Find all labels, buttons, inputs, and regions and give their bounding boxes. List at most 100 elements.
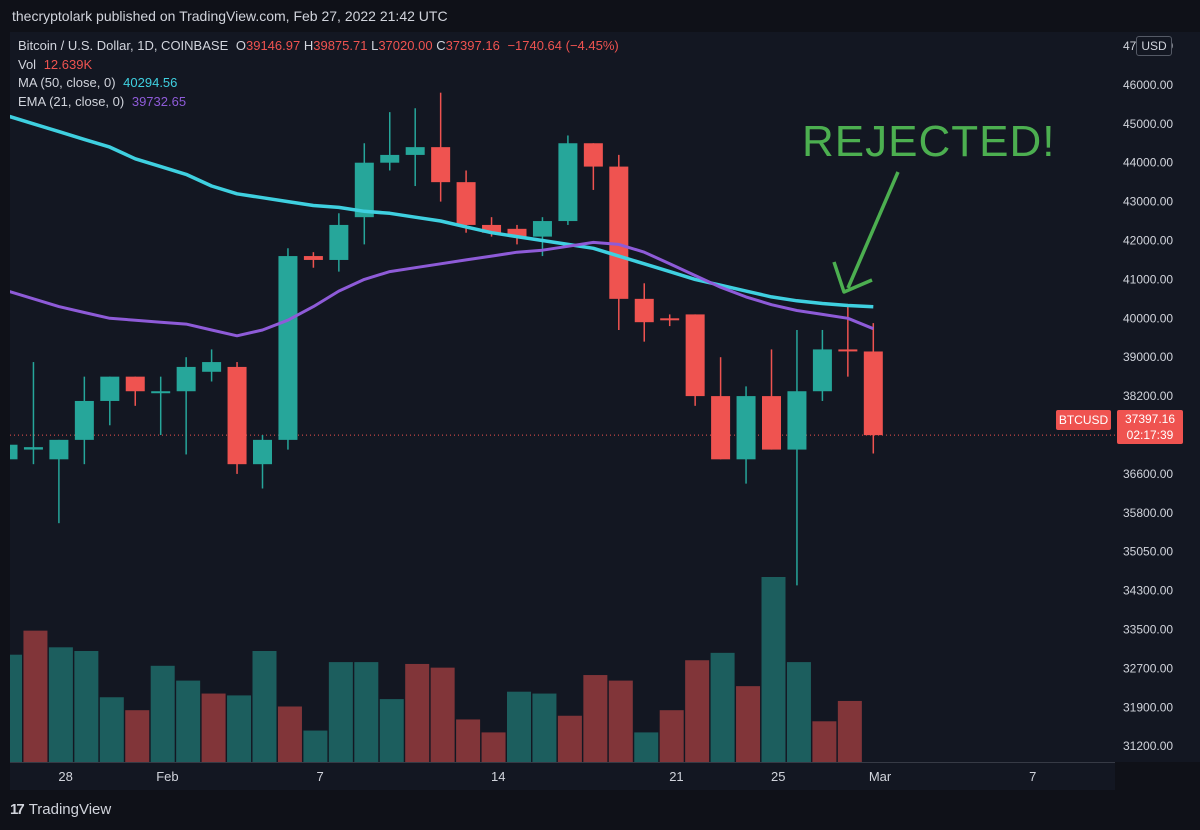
volume-bar	[685, 660, 710, 762]
volume-bar	[201, 693, 226, 762]
candle	[863, 323, 883, 454]
price-tick-label: 43000.00	[1123, 195, 1173, 209]
candle-body	[482, 224, 502, 233]
legend-row-ema: EMA (21, close, 0) 39732.65	[18, 93, 619, 112]
volume-bar	[710, 652, 735, 762]
volume-label: Vol	[18, 56, 37, 72]
price-tick-label: 31900.00	[1123, 700, 1173, 714]
candle-body	[838, 349, 858, 352]
candle-body	[609, 166, 629, 299]
candle-body	[176, 366, 196, 392]
publisher-caption: thecryptolark published on TradingView.c…	[12, 8, 448, 24]
footer: 17 TradingView	[0, 790, 1200, 830]
price-tick-label: 33500.00	[1123, 623, 1173, 637]
candle-body	[634, 298, 654, 323]
volume-bars	[10, 577, 862, 762]
volume-bar	[812, 721, 837, 762]
candle	[787, 329, 807, 586]
price-tick-label: 34300.00	[1123, 584, 1173, 598]
volume-bar	[634, 732, 659, 762]
legend: Bitcoin / U.S. Dollar, 1D, COINBASE O391…	[18, 37, 619, 111]
ma-label: MA (50, close, 0)	[18, 75, 116, 90]
candle-body	[151, 391, 171, 394]
candle	[812, 329, 832, 401]
candle	[431, 92, 451, 202]
chart-pane[interactable]: REJECTED! Bitcoin / U.S. Dollar, 1D, COI…	[10, 32, 1116, 762]
candle	[100, 376, 120, 426]
open-label: O	[235, 38, 246, 53]
price-axis[interactable]: 47000.0046000.0045000.0044000.0043000.00…	[1115, 32, 1200, 762]
volume-bar	[277, 706, 302, 762]
candle-body	[812, 349, 832, 392]
time-tick-label: 21	[669, 769, 683, 784]
candle-body	[329, 224, 349, 260]
tradingview-logo[interactable]: 17 TradingView	[10, 801, 111, 818]
price-tick-label: 42000.00	[1123, 234, 1173, 248]
price-tick-label: 40000.00	[1123, 311, 1173, 325]
price-tick-label: 44000.00	[1123, 156, 1173, 170]
candle	[329, 213, 349, 272]
candle-body	[380, 154, 400, 163]
time-tick-label: 7	[1029, 769, 1036, 784]
candle-body	[202, 362, 222, 372]
candle	[609, 154, 629, 330]
time-tick-label: 28	[58, 769, 72, 784]
price-tag-symbol-text: BTCUSD	[1058, 413, 1109, 427]
candle	[354, 143, 374, 245]
candle	[558, 135, 578, 225]
candle-body	[303, 256, 323, 260]
open-value: 39146.97	[245, 38, 301, 53]
low-label: L	[371, 38, 379, 53]
candle-body	[100, 376, 120, 401]
volume-bar	[176, 680, 201, 762]
legend-row-symbol: Bitcoin / U.S. Dollar, 1D, COINBASE O391…	[18, 37, 619, 56]
volume-bar	[608, 680, 633, 762]
time-tick-label: 14	[491, 769, 505, 784]
candle	[74, 376, 94, 465]
time-tick-label: Mar	[869, 769, 892, 784]
volume-bar	[659, 710, 684, 762]
price-tick-label: 31200.00	[1123, 739, 1173, 753]
volume-bar	[786, 662, 811, 762]
volume-bar	[99, 697, 124, 762]
legend-row-ma: MA (50, close, 0) 40294.56	[18, 74, 619, 93]
candle-body	[227, 366, 247, 465]
price-chart[interactable]: REJECTED!	[10, 32, 1115, 762]
price-tick-label: 36600.00	[1123, 467, 1173, 481]
candle-body	[863, 351, 883, 436]
candle	[10, 444, 18, 460]
candle	[202, 349, 222, 382]
volume-bar	[405, 663, 430, 762]
candle	[634, 283, 654, 342]
candle	[49, 439, 69, 524]
candle	[405, 108, 425, 187]
currency-button[interactable]: USD	[1136, 36, 1172, 56]
rejected-annotation: REJECTED!	[802, 117, 1055, 166]
volume-bar	[10, 654, 22, 762]
candle	[660, 314, 680, 327]
candle	[253, 435, 272, 489]
volume-bar	[74, 651, 99, 762]
ema-label: EMA (21, close, 0)	[18, 93, 125, 109]
candle-body	[736, 396, 756, 460]
candle-body	[23, 447, 43, 450]
price-tag: 37397.16 02:17:39	[1117, 410, 1183, 444]
ma50-line	[10, 114, 874, 309]
time-tick-label: Feb	[156, 769, 178, 784]
candle-body	[278, 256, 298, 440]
candle	[456, 170, 476, 233]
volume-bar	[23, 630, 48, 762]
time-axis[interactable]: 28 Feb 7 14 21 25 Mar 7	[10, 762, 1115, 791]
volume-bar	[507, 691, 531, 762]
ema21-line	[10, 240, 874, 338]
candle	[583, 143, 603, 190]
price-tick-label: 35800.00	[1123, 506, 1173, 520]
tradingview-brand: TradingView	[28, 801, 112, 818]
price-axis-labels: 47000.0046000.0045000.0044000.0043000.00…	[1123, 39, 1173, 753]
candle	[762, 349, 781, 450]
volume-bar	[354, 662, 379, 762]
candle	[303, 252, 323, 268]
price-tick-label: 41000.00	[1123, 272, 1173, 286]
volume-bar	[481, 732, 506, 762]
candle	[176, 357, 196, 455]
